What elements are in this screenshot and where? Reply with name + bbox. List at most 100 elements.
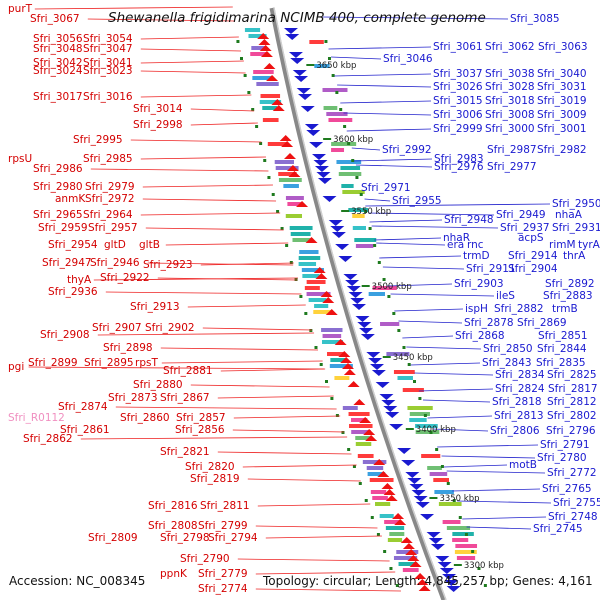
gene-label-right: rnc [467,239,484,251]
gene-box [351,430,371,434]
gene-box [456,556,476,560]
gene-label-left: rpsU [8,153,32,165]
gene-box [292,238,313,242]
leader-line-left [130,139,262,143]
gene-label-right: Sfri_2851 [538,330,588,342]
gene-arrow-reverse [322,196,337,202]
gene-label-left: Sfri_3067 [30,13,80,25]
gene-label-right: Sfri_2878 [464,317,514,329]
gene-box [322,88,348,92]
gene-label-right: Sfri_2835 [536,357,586,369]
gene-arrow-forward [338,351,351,357]
gene-label-left: Sfri_2880 [133,379,183,391]
gene-box [327,352,345,356]
gene-label-right: trmB [552,303,578,315]
track-dot [364,499,368,502]
gene-arrow-reverse [413,496,428,502]
gene-label-right: Sfri_3061 [433,41,483,53]
gene-box [342,406,358,410]
track-dot [259,142,263,145]
kbp-tick-label: 3450 kbp [393,353,433,363]
leader-line-left [90,168,269,172]
gene-arrow-reverse [306,130,321,136]
gene-label-right: Sfri_3046 [383,53,433,65]
gene-box [321,328,343,332]
gene-label-left: Sfri_2947 [42,257,92,269]
gene-arrow-forward [334,339,347,345]
gene-arrow-reverse [294,76,309,82]
leader-line-left [140,48,241,52]
gene-label-left: Sfri_2798 [160,532,210,544]
gene-label-left: Sfri_2881 [163,365,213,377]
gene-arrow-forward [383,489,396,495]
gene-label-right: Sfri_2806 [490,425,540,437]
gene-box [446,526,471,530]
gene-arrow-forward [266,75,279,81]
leader-line-left [28,366,324,370]
leader-line-right [334,73,432,77]
leader-line-right [398,320,463,324]
gene-arrow-reverse [352,304,366,310]
track-dot [251,108,255,111]
gene-label-left: Sfri_2808 [148,520,198,532]
gene-label-left: Sfri_2857 [176,412,226,424]
gene-label-left: Sfri_2922 [100,272,150,284]
leader-line-left [105,291,302,295]
track-dot [440,465,444,468]
gene-arrow-reverse [405,472,420,478]
gene-box [331,142,357,146]
leader-line-left [97,332,315,336]
gene-label-right: Sfri_2976 [434,161,484,173]
gene-box [409,418,427,422]
gene-box [248,34,267,38]
gene-label-left: gltB [139,239,160,251]
gene-arrow-reverse [335,244,350,250]
gene-box [330,358,346,362]
gene-label-right: Sfri_3026 [433,81,483,93]
gene-box [314,304,329,308]
gene-label-left: Sfri_3042 [33,57,83,69]
gene-label-left: Sfri_2907 [92,322,142,334]
leader-line-right [340,100,432,104]
gene-label-left: Sfri_2819 [190,473,240,485]
gene-label-left: Sfri_2979 [85,181,135,193]
leader-line-right [351,147,381,151]
gene-box [244,28,261,32]
gene-arrow-reverse [300,106,315,112]
track-dot [383,550,387,553]
gene-arrow-reverse [430,544,445,550]
gene-box [301,268,324,272]
gene-arrow-forward [263,63,276,69]
gene-box [402,568,419,572]
gene-arrow-reverse [411,490,426,496]
gene-box [393,370,415,374]
gene-arrow-reverse [446,586,461,592]
gene-label-right: Sfri_2802 [547,410,597,422]
kbp-tick-label: 3350 kbp [439,494,479,504]
gene-label-left: Sfri_R0112 [8,412,65,424]
gene-arrow-reverse [428,538,443,544]
leader-line-left [165,242,289,246]
gene-box [393,556,418,560]
gene-label-left: Sfri_2957 [88,222,138,234]
gene-box [290,232,311,236]
gene-arrow-forward [394,519,407,525]
gene-label-right: Sfri_3009 [537,109,587,121]
leader-line-right [322,16,509,20]
gene-box [398,562,418,566]
leader-line-left [242,464,357,468]
gene-label-right: Sfri_2903 [454,278,504,290]
gene-tracks [236,28,487,592]
track-dot [335,91,339,94]
track-dot [289,261,293,264]
track-dot [389,567,393,570]
leader-line-left [247,478,361,482]
gene-arrow-reverse [296,88,311,94]
gene-label-left: Sfri_3041 [83,57,133,69]
gene-arrow-reverse [330,226,345,232]
track-dot [355,176,359,179]
gene-arrow-reverse [437,562,452,568]
leader-line-left [140,70,246,74]
track-dot [387,295,391,298]
leader-line-right [446,470,546,474]
